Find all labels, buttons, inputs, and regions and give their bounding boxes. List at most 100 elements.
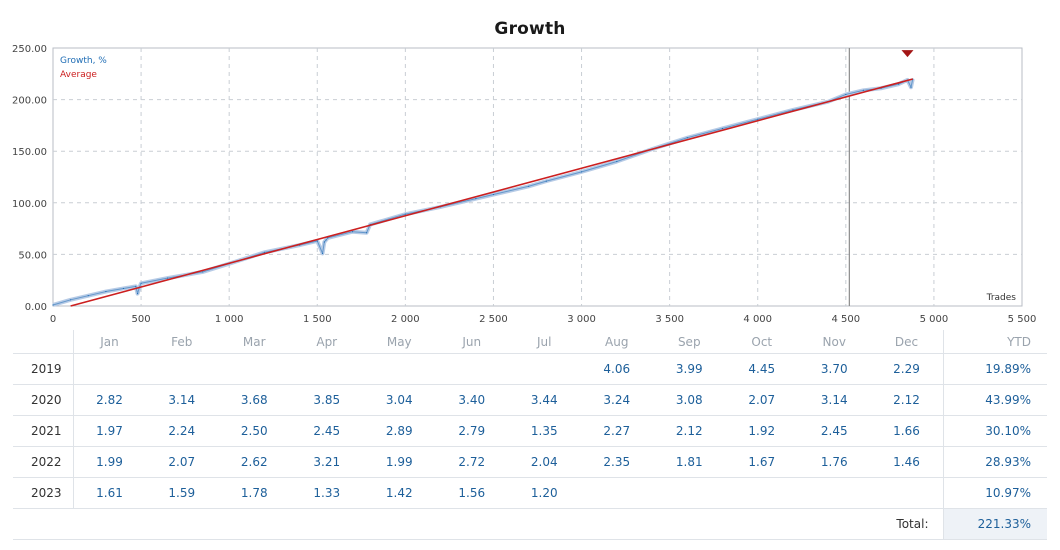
growth-point: [122, 287, 125, 290]
year-cell: 2023: [13, 477, 74, 509]
month-value-cell: 3.21: [290, 446, 363, 478]
x-tick-label: 500: [132, 314, 151, 325]
growth-point: [910, 86, 912, 88]
growth-point: [70, 299, 72, 301]
month-value-cell: 3.14: [798, 384, 871, 416]
month-value-cell: 1.66: [870, 415, 943, 447]
year-column-header: [13, 330, 74, 354]
growth-point: [545, 180, 547, 182]
year-cell: 2019: [13, 353, 74, 385]
month-value-cell: 2.29: [870, 353, 943, 385]
month-column-header: Aug: [580, 330, 653, 354]
x-tick-label: 5 500: [1008, 314, 1037, 325]
month-value-cell: 2.82: [73, 384, 146, 416]
month-value-cell: 1.92: [725, 415, 798, 447]
total-label: Total:: [725, 508, 943, 540]
growth-point: [105, 290, 107, 293]
month-column-header: May: [363, 330, 436, 354]
growth-point: [263, 251, 266, 253]
average-series-line: [70, 78, 913, 307]
month-value-cell: 1.99: [73, 446, 146, 478]
month-value-cell: 2.35: [580, 446, 653, 478]
month-value-cell: 3.08: [653, 384, 726, 416]
total-value: 221.33%: [942, 508, 1047, 540]
growth-point: [862, 89, 865, 91]
month-value-cell: 1.46: [870, 446, 943, 478]
month-value-cell: 2.27: [580, 415, 653, 447]
ytd-cell: 10.97%: [942, 477, 1047, 509]
month-value-cell: 2.04: [508, 446, 581, 478]
ytd-cell: 28.93%: [942, 446, 1047, 478]
month-value-cell: 3.24: [580, 384, 653, 416]
ytd-cell: 43.99%: [942, 384, 1047, 416]
month-column-header: Jan: [73, 330, 146, 354]
table-header-row: Jan Feb Mar Apr May Jun Jul Aug Sep Oct Nov Dec YTD: [13, 330, 1047, 354]
growth-point: [528, 185, 530, 187]
month-value-cell: [290, 353, 363, 385]
growth-point: [404, 213, 406, 215]
growth-chart: 0.00 50.00 100.00 150.00 200.00 250.00 0 500 1 0…: [12, 44, 1037, 325]
month-value-cell: 2.45: [798, 415, 871, 447]
growth-point: [580, 171, 583, 173]
month-value-cell: 2.07: [725, 384, 798, 416]
month-value-cell: 3.04: [363, 384, 436, 416]
month-column-header: Sep: [653, 330, 726, 354]
chart-title: Growth: [494, 19, 566, 39]
growth-point: [316, 240, 318, 242]
month-value-cell: [435, 353, 508, 385]
month-column-header: Mar: [218, 330, 291, 354]
month-value-cell: [653, 477, 726, 509]
table-row: 2022 1.99 2.07 2.62 3.21 1.99 2.72 2.04 2.35 1.81…: [13, 446, 1047, 478]
ytd-cell: 19.89%: [942, 353, 1047, 385]
x-tick-label: 1 000: [215, 314, 244, 325]
month-value-cell: 3.99: [653, 353, 726, 385]
x-tick-label: 4 500: [831, 314, 860, 325]
growth-point: [475, 198, 477, 200]
year-cell: 2020: [13, 384, 74, 416]
x-tick-label: 4 000: [743, 314, 772, 325]
table-row: 2023 1.61 1.59 1.78 1.33 1.42 1.56 1.20 10.97%: [13, 477, 1047, 509]
month-value-cell: 2.45: [290, 415, 363, 447]
growth-point: [327, 237, 329, 239]
y-tick-label: 0.00: [25, 302, 47, 313]
month-value-cell: 1.76: [798, 446, 871, 478]
month-value-cell: 1.59: [145, 477, 218, 509]
month-value-cell: 2.62: [218, 446, 291, 478]
growth-point: [366, 232, 368, 234]
month-value-cell: 1.67: [725, 446, 798, 478]
month-value-cell: [145, 353, 218, 385]
total-row-spacer: [13, 508, 726, 540]
month-value-cell: 1.61: [73, 477, 146, 509]
growth-point: [140, 282, 142, 284]
month-column-header: Feb: [145, 330, 218, 354]
month-value-cell: [580, 477, 653, 509]
x-axis-label: Trades: [986, 293, 1017, 303]
growth-point: [325, 239, 327, 241]
growth-point: [492, 193, 495, 196]
month-value-cell: 4.06: [580, 353, 653, 385]
growth-point: [792, 109, 794, 111]
growth-point: [87, 295, 89, 297]
month-value-cell: 1.20: [508, 477, 581, 509]
month-value-cell: 2.79: [435, 415, 508, 447]
month-value-cell: 2.50: [218, 415, 291, 447]
y-tick-label: 250.00: [12, 44, 47, 55]
month-column-header: Apr: [290, 330, 363, 354]
ytd-cell: 30.10%: [942, 415, 1047, 447]
x-tick-label: 2 500: [479, 314, 508, 325]
growth-point: [321, 252, 324, 254]
growth-point: [616, 160, 618, 163]
month-value-cell: [725, 477, 798, 509]
month-value-cell: 1.33: [290, 477, 363, 509]
month-value-cell: 1.97: [73, 415, 146, 447]
table-row: 2021 1.97 2.24 2.50 2.45 2.89 2.79 1.35 2.27 2.12…: [13, 415, 1047, 447]
growth-point: [898, 83, 900, 85]
month-column-header: Nov: [798, 330, 871, 354]
x-tick-label: 3 500: [655, 314, 684, 325]
year-cell: 2022: [13, 446, 74, 478]
legend-growth: Growth, %: [60, 56, 107, 66]
month-column-header: Dec: [870, 330, 943, 354]
month-value-cell: [798, 477, 871, 509]
month-value-cell: 1.35: [508, 415, 581, 447]
monthly-returns-table: Jan Feb Mar Apr May Jun Jul Aug Sep Oct Nov Dec YTD …: [13, 330, 1047, 540]
